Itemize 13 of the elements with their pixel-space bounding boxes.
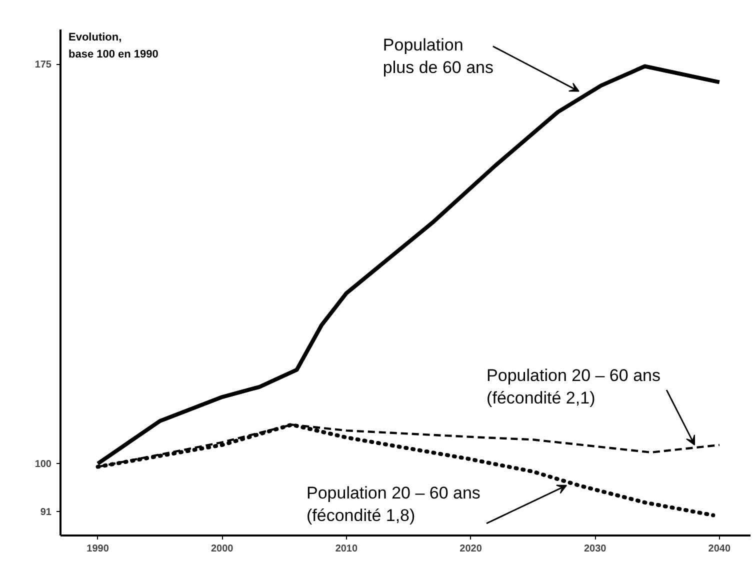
x-tick-label: 2000 <box>211 544 234 554</box>
x-tick-label: 1990 <box>86 544 110 554</box>
y-tick-label: 100 <box>34 459 52 470</box>
x-tick-label: 2030 <box>584 544 607 554</box>
y-tick-label: 175 <box>34 60 52 71</box>
annotation: Population 20 – 60 ans (fécondité 2,1) <box>486 366 660 408</box>
annotation: Population 20 – 60 ans (fécondité 1,8) <box>306 483 480 526</box>
x-tick-label: 2020 <box>460 544 482 554</box>
x-tick-label: 2010 <box>335 544 358 554</box>
x-tick-label: 2040 <box>708 544 731 554</box>
y-axis-title: Evolution, base 100 en 1990 <box>68 32 158 60</box>
y-tick-label: 91 <box>40 507 52 518</box>
annotation: Population plus de 60 ans <box>382 35 494 78</box>
